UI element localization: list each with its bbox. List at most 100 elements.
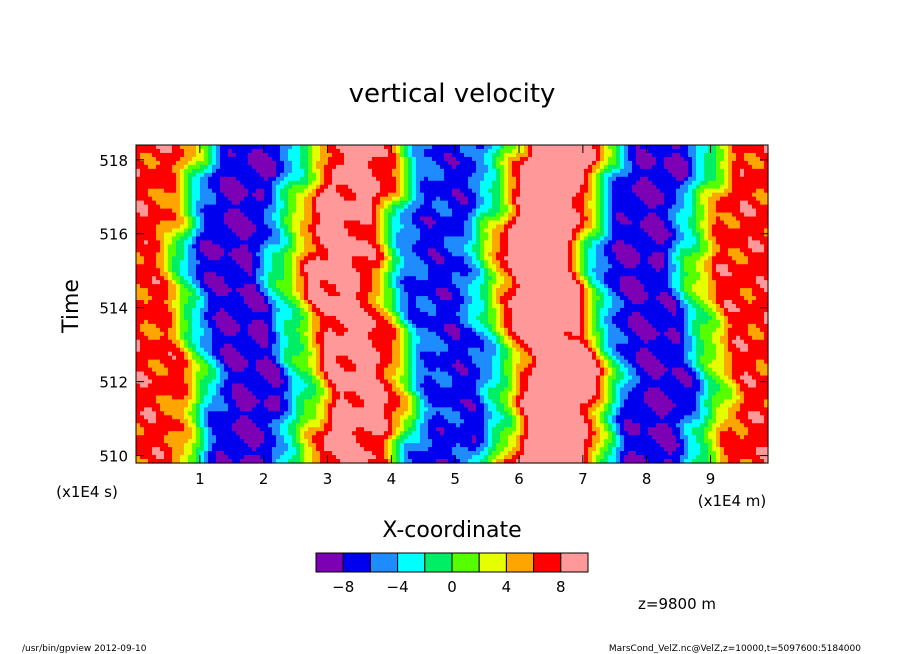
field-cell <box>408 260 413 265</box>
field-cell <box>372 264 377 269</box>
field-cell <box>696 264 701 269</box>
field-cell <box>496 232 501 238</box>
field-cell <box>668 220 673 226</box>
field-cell <box>552 145 557 150</box>
field-cell <box>360 260 365 265</box>
field-cell <box>588 260 593 265</box>
field-cell <box>680 164 685 170</box>
field-cell <box>452 188 457 194</box>
field-cell <box>412 264 417 269</box>
field-cell <box>700 208 705 214</box>
field-cell <box>688 240 693 245</box>
field-cell <box>628 240 633 245</box>
field-cell <box>348 156 353 162</box>
field-cell <box>188 168 193 174</box>
field-cell <box>528 244 533 249</box>
field-cell <box>604 264 609 269</box>
field-cell <box>692 220 697 226</box>
field-cell <box>468 228 473 234</box>
field-cell <box>288 236 293 242</box>
field-cell <box>744 240 749 245</box>
field-cell <box>612 224 617 230</box>
field-cell <box>200 248 205 253</box>
field-cell <box>684 164 689 170</box>
field-cell <box>616 220 621 226</box>
field-cell <box>428 236 433 242</box>
field-cell <box>336 256 341 261</box>
field-cell <box>676 152 681 158</box>
field-cell <box>248 252 253 257</box>
field-cell <box>512 264 517 269</box>
field-cell <box>336 192 341 198</box>
field-cell <box>688 164 693 170</box>
field-cell <box>164 204 169 210</box>
field-cell <box>432 228 437 234</box>
field-cell <box>544 184 549 190</box>
field-cell <box>176 188 181 194</box>
field-cell <box>260 200 265 206</box>
field-cell <box>336 240 341 245</box>
field-cell <box>540 156 545 162</box>
field-cell <box>436 196 441 202</box>
field-cell <box>328 152 333 158</box>
field-cell <box>680 212 685 218</box>
field-cell <box>456 228 461 234</box>
field-cell <box>552 264 557 269</box>
field-cell <box>244 204 249 210</box>
field-cell <box>484 252 489 257</box>
field-cell <box>140 188 145 194</box>
field-cell <box>444 236 449 242</box>
field-cell <box>564 200 569 206</box>
field-cell <box>764 216 769 222</box>
field-cell <box>552 236 557 242</box>
field-cell <box>392 196 397 202</box>
field-cell <box>488 264 493 269</box>
field-cell <box>200 224 205 230</box>
field-cell <box>256 240 261 245</box>
field-cell <box>628 208 633 214</box>
field-cell <box>464 232 469 238</box>
field-cell <box>472 260 477 265</box>
field-cell <box>516 264 521 269</box>
field-cell <box>300 236 305 242</box>
field-cell <box>412 168 417 174</box>
field-cell <box>548 212 553 218</box>
field-cell <box>356 188 361 194</box>
field-cell <box>676 184 681 190</box>
field-cell <box>212 248 217 253</box>
field-cell <box>308 145 313 150</box>
field-cell <box>324 172 329 178</box>
field-cell <box>732 152 737 158</box>
field-cell <box>268 224 273 230</box>
field-cell <box>552 148 557 154</box>
field-cell <box>228 172 233 178</box>
field-cell <box>676 224 681 230</box>
field-cell <box>476 148 481 154</box>
field-cell <box>452 252 457 257</box>
field-cell <box>616 145 621 150</box>
field-cell <box>568 184 573 190</box>
field-cell <box>320 208 325 214</box>
field-cell <box>592 152 597 158</box>
field-cell <box>624 176 629 182</box>
field-cell <box>640 216 645 222</box>
field-cell <box>324 200 329 206</box>
field-cell <box>736 145 741 150</box>
field-cell <box>644 184 649 190</box>
field-cell <box>220 256 225 261</box>
field-cell <box>380 172 385 178</box>
field-cell <box>724 172 729 178</box>
field-cell <box>688 216 693 222</box>
field-cell <box>508 252 513 257</box>
field-cell <box>660 192 665 198</box>
field-cell <box>596 176 601 182</box>
field-cell <box>372 148 377 154</box>
field-cell <box>180 172 185 178</box>
field-cell <box>212 184 217 190</box>
field-cell <box>596 152 601 158</box>
field-cell <box>668 236 673 242</box>
field-cell <box>364 240 369 245</box>
field-cell <box>352 192 357 198</box>
field-cell <box>456 204 461 210</box>
field-cell <box>168 256 173 261</box>
